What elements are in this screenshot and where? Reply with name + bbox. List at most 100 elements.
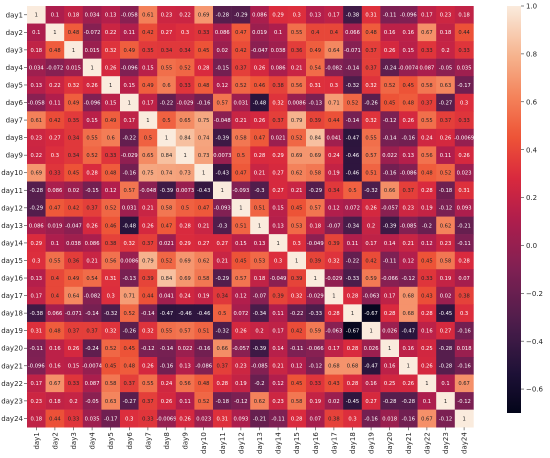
cell-annotation: -0.67 — [346, 329, 359, 335]
cell-annotation: -0.48 — [123, 223, 136, 229]
x-tick-label: day5 — [107, 432, 115, 449]
heatmap-cell — [120, 409, 139, 428]
cell-annotation: 0.49 — [105, 118, 117, 124]
cell-annotation: 0.16 — [384, 30, 396, 36]
heatmap-cell — [138, 357, 158, 375]
x-tick-label: day1 — [33, 432, 41, 449]
heatmap-cell — [287, 163, 307, 182]
cell-annotation: 0.28 — [86, 171, 98, 177]
cell-annotation: 0.33 — [198, 30, 210, 36]
y-tick-label: day1 — [6, 11, 23, 19]
x-tick-label: day13 — [256, 432, 264, 454]
heatmap-cell — [287, 216, 307, 235]
heatmap-cell — [101, 216, 121, 235]
heatmap-cell — [268, 269, 288, 288]
heatmap-cell — [64, 321, 84, 340]
cell-annotation: 0.33 — [458, 48, 470, 54]
heatmap-cell — [361, 6, 381, 24]
heatmap-cell — [157, 6, 177, 24]
cell-annotation: 0.47 — [49, 206, 61, 212]
cell-annotation: 0.71 — [328, 100, 340, 106]
cell-annotation: 0.22 — [105, 30, 117, 36]
cell-annotation: 0.21 — [86, 258, 98, 264]
heatmap-cell — [250, 199, 270, 217]
cell-annotation: 0.53 — [254, 258, 266, 264]
heatmap-cell — [324, 269, 344, 288]
heatmap-cell — [175, 409, 195, 428]
cell-annotation: 0.33 — [310, 381, 322, 387]
heatmap-cell — [138, 41, 158, 59]
heatmap-cell — [27, 111, 46, 130]
cell-annotation: 0.55 — [161, 65, 173, 71]
heatmap-cell — [45, 41, 65, 59]
heatmap-cell — [82, 58, 102, 77]
heatmap-cell — [120, 321, 139, 340]
cell-annotation: 0.021 — [159, 241, 174, 247]
cell-annotation: 0.11 — [179, 399, 191, 405]
heatmap-cell — [120, 58, 139, 77]
cell-annotation: 0.62 — [254, 399, 266, 405]
heatmap-cell — [175, 251, 195, 270]
heatmap-cell — [306, 216, 325, 235]
cell-annotation: -0.096 — [400, 13, 417, 19]
heatmap-cell — [64, 41, 84, 59]
heatmap-cell — [175, 181, 195, 200]
cell-annotation: 1 — [276, 241, 279, 247]
heatmap-cell — [64, 76, 84, 95]
cell-annotation: -0.28 — [383, 399, 396, 405]
heatmap-cell — [138, 111, 158, 130]
cell-annotation: 0.32 — [124, 241, 136, 247]
cell-annotation: -0.07 — [253, 293, 266, 299]
heatmap-cell — [138, 392, 158, 410]
cell-annotation: -0.058 — [28, 100, 45, 106]
heatmap-cell — [82, 357, 102, 375]
cell-annotation: 0.39 — [310, 258, 322, 264]
cell-annotation: 0.23 — [161, 13, 173, 19]
cell-annotation: 0.67 — [458, 381, 470, 387]
heatmap-cell — [27, 146, 46, 165]
heatmap-cell — [361, 251, 381, 270]
heatmap-cell — [417, 23, 437, 42]
cell-annotation: -0.21 — [253, 416, 266, 422]
heatmap-cell — [436, 76, 456, 95]
cell-annotation: 0.59 — [365, 276, 377, 282]
cell-annotation: 0.73 — [198, 153, 210, 159]
heatmap-cell — [194, 216, 214, 235]
cell-annotation: -0.28 — [402, 399, 415, 405]
cell-annotation: 0.22 — [179, 13, 191, 19]
cell-annotation: 0.47 — [254, 136, 266, 142]
heatmap-cell — [306, 321, 325, 340]
cell-annotation: 0.5 — [348, 188, 356, 194]
cell-annotation: 0.12 — [328, 206, 340, 212]
heatmap-cell — [343, 251, 363, 270]
cell-annotation: 0.27 — [161, 30, 173, 36]
heatmap-cell — [268, 304, 288, 323]
cell-annotation: -0.46 — [346, 153, 359, 159]
cell-annotation: 0.16 — [421, 329, 433, 335]
cell-annotation: 0.69 — [310, 153, 322, 159]
heatmap-cell — [231, 251, 251, 270]
heatmap-cell — [324, 409, 344, 428]
heatmap-cell — [175, 339, 195, 358]
cell-annotation: -0.057 — [233, 346, 250, 352]
cell-annotation: 0.2 — [69, 399, 77, 405]
cell-annotation: 0.73 — [179, 171, 191, 177]
y-tick-label: day19 — [1, 327, 23, 335]
cell-annotation: 0.34 — [217, 293, 229, 299]
heatmap-cell — [157, 128, 177, 147]
cell-annotation: 0.041 — [326, 136, 341, 142]
heatmap-cell — [45, 304, 65, 323]
cell-annotation: 0.5 — [218, 311, 226, 317]
cell-annotation: -0.43 — [197, 188, 210, 194]
cell-annotation: -0.047 — [65, 223, 82, 229]
cell-annotation: 0.02 — [440, 293, 452, 299]
cell-annotation: 0.45 — [384, 100, 396, 106]
cell-annotation: 0.26 — [235, 329, 247, 335]
cell-annotation: 0.66 — [384, 188, 396, 194]
heatmap-cell — [138, 339, 158, 358]
cell-annotation: 0.69 — [179, 258, 191, 264]
cell-annotation: -0.17 — [457, 83, 470, 89]
heatmap-cell — [436, 286, 456, 305]
heatmap-cell — [306, 163, 325, 182]
cell-annotation: 0.32 — [272, 100, 284, 106]
